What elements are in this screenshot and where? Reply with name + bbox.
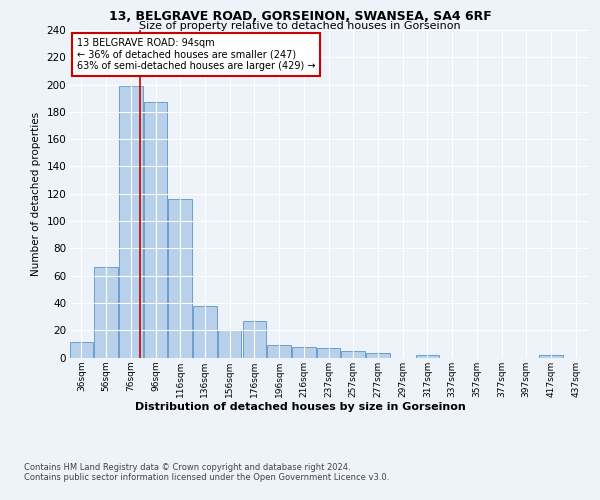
Bar <box>144 102 167 358</box>
Bar <box>242 320 266 358</box>
Bar <box>70 342 93 357</box>
Bar <box>169 199 192 358</box>
Bar <box>94 268 118 358</box>
Bar <box>268 345 291 358</box>
Text: Size of property relative to detached houses in Gorseinon: Size of property relative to detached ho… <box>139 21 461 31</box>
Bar <box>341 350 365 358</box>
Bar <box>539 355 563 358</box>
Y-axis label: Number of detached properties: Number of detached properties <box>31 112 41 276</box>
Bar <box>416 355 439 358</box>
Bar <box>317 348 340 358</box>
Text: 13, BELGRAVE ROAD, GORSEINON, SWANSEA, SA4 6RF: 13, BELGRAVE ROAD, GORSEINON, SWANSEA, S… <box>109 10 491 23</box>
Bar <box>366 354 389 358</box>
Bar <box>292 346 316 358</box>
Bar <box>218 330 241 357</box>
Bar <box>193 306 217 358</box>
Text: Contains HM Land Registry data © Crown copyright and database right 2024.: Contains HM Land Registry data © Crown c… <box>24 462 350 471</box>
Text: Contains public sector information licensed under the Open Government Licence v3: Contains public sector information licen… <box>24 474 389 482</box>
Text: 13 BELGRAVE ROAD: 94sqm
← 36% of detached houses are smaller (247)
63% of semi-d: 13 BELGRAVE ROAD: 94sqm ← 36% of detache… <box>77 38 315 72</box>
Bar <box>119 86 143 357</box>
Text: Distribution of detached houses by size in Gorseinon: Distribution of detached houses by size … <box>134 402 466 412</box>
